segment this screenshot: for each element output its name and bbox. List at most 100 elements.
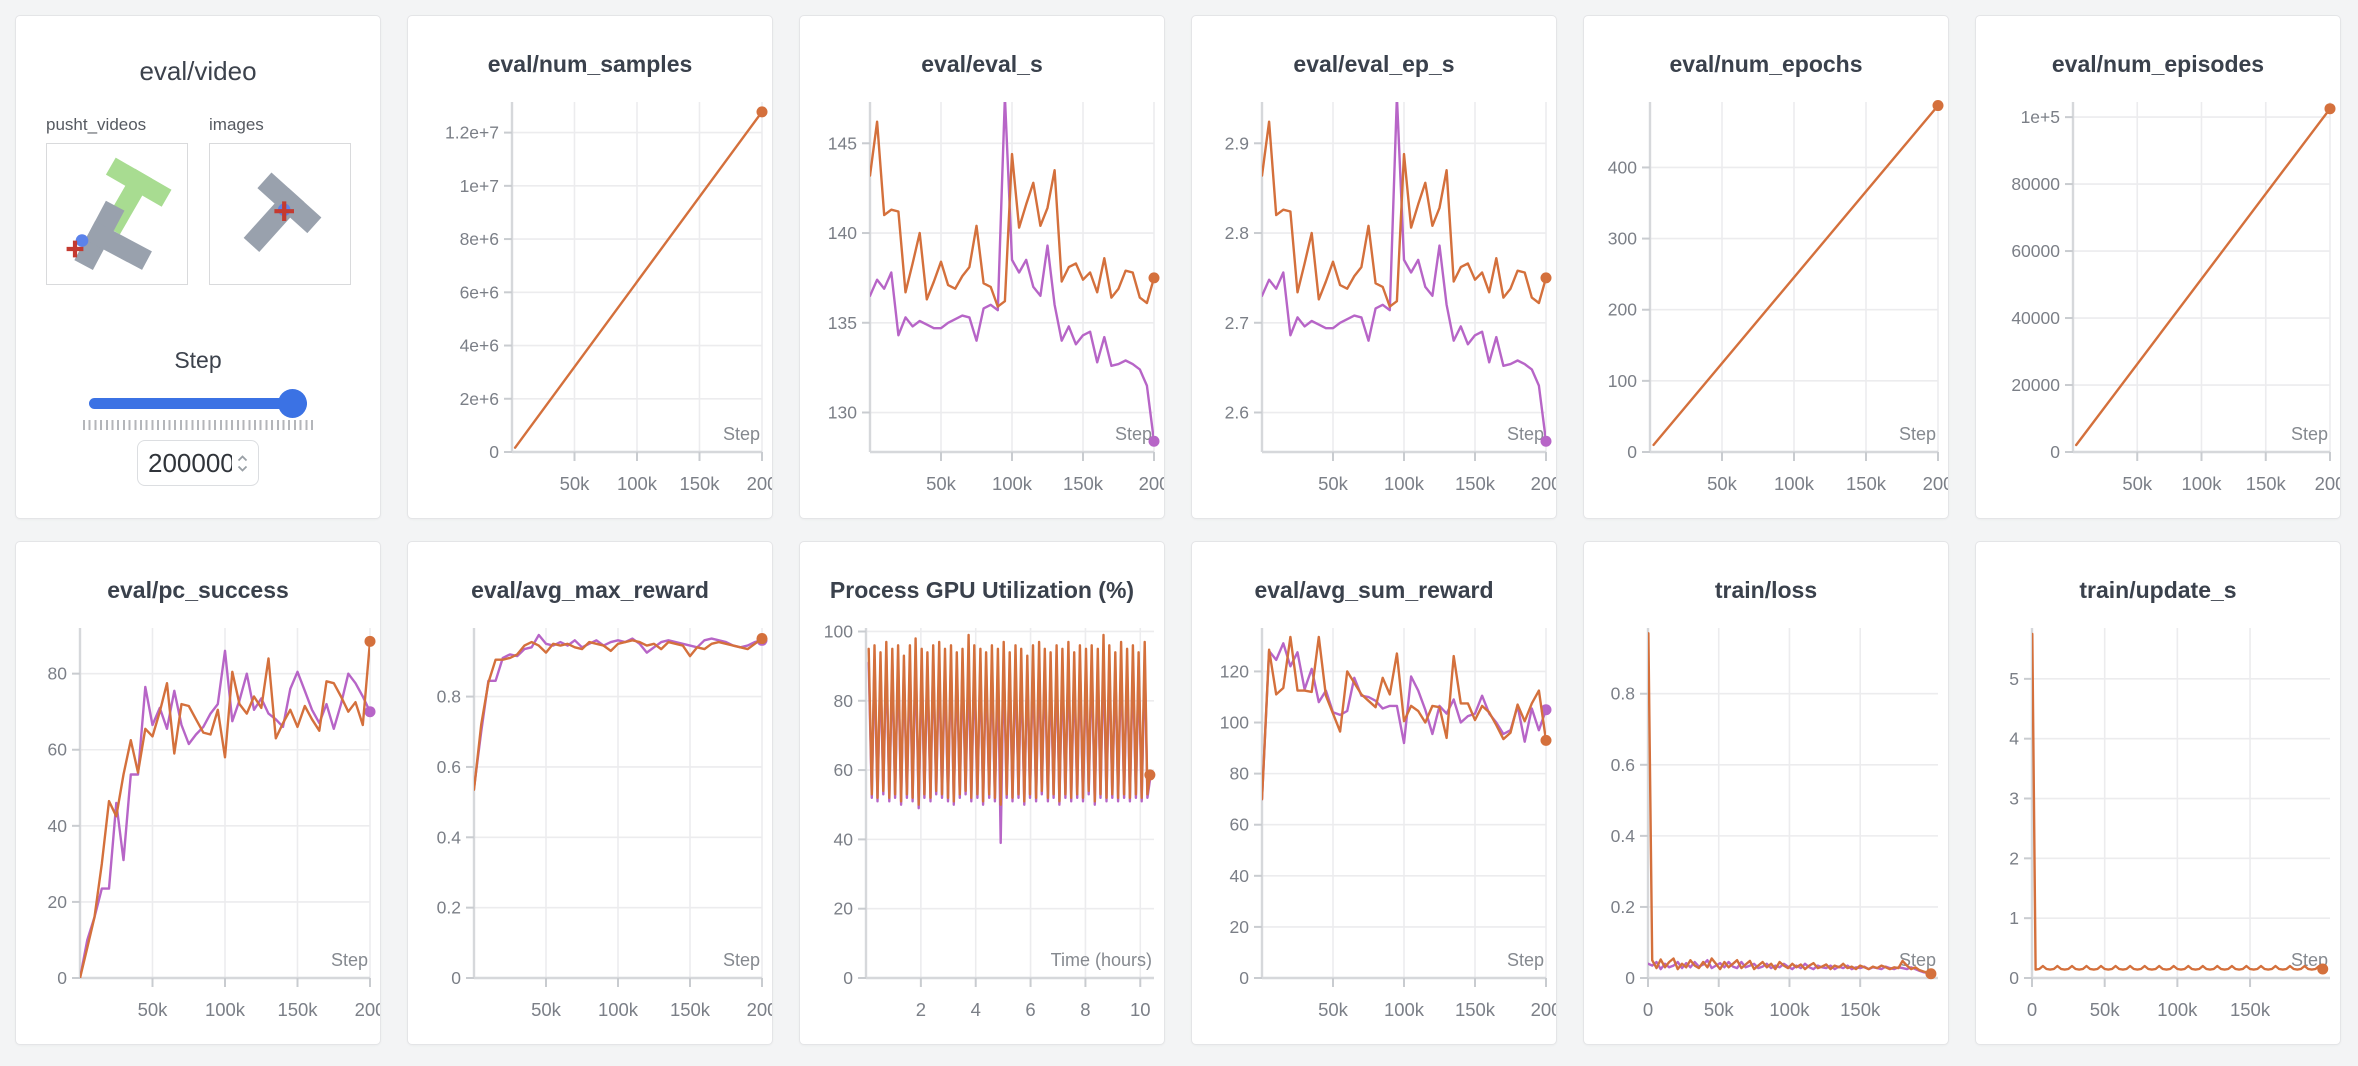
x-tick-label: 50k: [1704, 999, 1735, 1020]
x-tick-label: 150k: [277, 999, 318, 1020]
y-tick-label: 20: [48, 892, 68, 912]
x-tick-label: 50k: [1707, 473, 1738, 494]
x-tick-label: 2: [916, 999, 926, 1020]
x-tick-label: 0: [1643, 999, 1653, 1020]
y-tick-label: 6e+6: [460, 282, 499, 302]
chart-panel-eval-avg-sum-reward: eval/avg_sum_reward 50k 100k 150k 200 0 20 40 6…: [1191, 541, 1557, 1045]
series-endpoint-dot-orange: [1540, 734, 1552, 746]
chart-panel-eval-avg-max-reward: eval/avg_max_reward 50k 100k 150k 200 0 0.2 0.…: [407, 541, 773, 1045]
series-line-orange: [867, 633, 1152, 806]
y-tick-label: 400: [1608, 157, 1637, 177]
series-line-purple: [474, 633, 762, 790]
chart-title: eval/num_episodes: [2051, 51, 2265, 77]
x-tick-label: 50k: [1318, 999, 1349, 1020]
y-tick-label: 120: [1220, 661, 1249, 681]
chart-title: train/update_s: [2079, 577, 2237, 603]
thumbnail-label-pusht-videos: pusht_videos: [46, 115, 147, 134]
step-value-input[interactable]: [148, 447, 232, 479]
y-tick-label: 300: [1608, 229, 1637, 249]
media-panel-title: eval/video: [139, 56, 257, 86]
x-axis-label: Step: [1899, 950, 1936, 970]
x-tick-label: 6: [1025, 999, 1035, 1020]
y-tick-label: 0.6: [437, 757, 461, 777]
step-slider-track[interactable]: [89, 398, 307, 409]
series-line-purple: [1262, 102, 1546, 443]
x-axis-label: Time (hours): [1051, 950, 1152, 970]
series-line-orange: [2032, 632, 2324, 971]
pusht-videos-thumbnail[interactable]: [46, 143, 188, 285]
series-line-orange: [513, 110, 762, 449]
step-slider[interactable]: [89, 388, 307, 418]
series-endpoint-dot-orange: [1144, 769, 1156, 781]
x-tick-label: 150k: [1846, 473, 1887, 494]
series-orange: [867, 633, 1152, 806]
x-tick-label: 10: [1130, 999, 1151, 1020]
chart-plot-eval-num-epochs[interactable]: 50k 100k 150k 200 0 100 200 300 400 Step: [1584, 84, 1949, 504]
images-thumbnail[interactable]: [209, 143, 351, 285]
x-tick-label: 200: [1923, 473, 1949, 494]
chevron-down-icon[interactable]: [237, 465, 248, 472]
step-slider-handle[interactable]: [278, 389, 307, 418]
x-tick-label: 100k: [1774, 473, 1815, 494]
series-line-orange: [1262, 635, 1546, 801]
chart-title: eval/eval_s: [921, 51, 1043, 77]
chart-plot-eval-num-samples[interactable]: 50k 100k 150k 200 0 2e+6 4e+6 6e+6 8e+6 1e+7 1.2e+…: [408, 84, 773, 504]
chart-panel-eval-eval-ep-s: eval/eval_ep_s 50k 100k 150k 200 2.6 2.7 2.8 2.…: [1191, 15, 1557, 519]
y-tick-label: 5: [2009, 669, 2019, 689]
chart-title: eval/avg_sum_reward: [1254, 577, 1494, 603]
chart-plot-eval-eval-s[interactable]: 50k 100k 150k 200 130 135 140 145 Step: [800, 84, 1165, 504]
x-tick-label: 200: [747, 473, 773, 494]
series-line-purple: [1262, 642, 1546, 801]
chart-plot-eval-avg-max-reward[interactable]: 50k 100k 150k 200 0 0.2 0.4 0.6 0.8 Step: [408, 610, 773, 1030]
x-tick-label: 100k: [598, 999, 639, 1020]
x-tick-label: 100k: [1384, 999, 1425, 1020]
y-tick-label: 80000: [2011, 174, 2060, 194]
series-purple: [870, 102, 1154, 443]
goal-cross-icon: [66, 240, 84, 258]
x-axis-label: Step: [723, 950, 760, 970]
chart-plot-eval-num-episodes[interactable]: 50k 100k 150k 200 0 20000 40000 60000 80000 1e+5 S…: [1976, 84, 2341, 504]
chart-panel-eval-pc-success: eval/pc_success 50k 100k 150k 200 0 20 40 60 80 S…: [15, 541, 381, 1045]
y-tick-label: 130: [828, 403, 857, 423]
series-orange: [1262, 120, 1546, 308]
step-slider-ruler: [83, 420, 313, 430]
x-tick-label: 200: [1531, 999, 1557, 1020]
y-tick-label: 0.4: [1611, 826, 1636, 846]
x-tick-label: 50k: [2122, 473, 2153, 494]
series-purple: [474, 633, 762, 790]
x-tick-label: 50k: [2090, 999, 2121, 1020]
series-orange: [2074, 107, 2330, 447]
chart-plot-train-loss[interactable]: 0 50k 100k 150k 0 0.2 0.4 0.6 0.8 Step: [1584, 610, 1949, 1030]
series-line-orange: [80, 640, 370, 978]
y-tick-label: 80: [48, 664, 68, 684]
y-tick-label: 100: [1608, 371, 1637, 391]
y-tick-label: 135: [828, 313, 857, 333]
chart-plot-eval-pc-success[interactable]: 50k 100k 150k 200 0 20 40 60 80 Step: [16, 610, 381, 1030]
y-tick-label: 0.8: [437, 687, 461, 707]
x-axis-label: Step: [2291, 424, 2328, 444]
chart-plot-eval-avg-sum-reward[interactable]: 50k 100k 150k 200 0 20 40 60 80 100 120 Step: [1192, 610, 1557, 1030]
series-endpoint-dot-orange: [1925, 968, 1937, 980]
series-orange: [1262, 635, 1546, 801]
y-tick-label: 2.9: [1225, 133, 1249, 153]
chevron-up-icon[interactable]: [237, 454, 248, 462]
chart-title: eval/avg_max_reward: [471, 577, 709, 603]
chart-panel-eval-num-episodes: eval/num_episodes 50k 100k 150k 200 0 20000 40…: [1975, 15, 2341, 519]
series-orange: [474, 637, 762, 792]
x-tick-label: 150k: [1455, 999, 1496, 1020]
x-axis-label: Step: [1507, 424, 1544, 444]
x-tick-label: 200: [2315, 473, 2341, 494]
series-endpoint-dot-orange: [1148, 272, 1160, 284]
series-orange: [80, 640, 370, 978]
pusht-block-t-shape: [74, 200, 152, 270]
series-orange: [513, 110, 762, 449]
chart-plot-eval-eval-ep-s[interactable]: 50k 100k 150k 200 2.6 2.7 2.8 2.9 Step: [1192, 84, 1557, 504]
agent-dot: [75, 234, 89, 247]
series-endpoint-dot-orange: [2317, 963, 2329, 975]
chart-panel-eval-num-epochs: eval/num_epochs 50k 100k 150k 200 0 100 200 300…: [1583, 15, 1949, 519]
y-tick-label: 0: [1239, 968, 1249, 988]
y-tick-label: 0.6: [1611, 755, 1635, 775]
y-tick-label: 0: [843, 968, 853, 988]
